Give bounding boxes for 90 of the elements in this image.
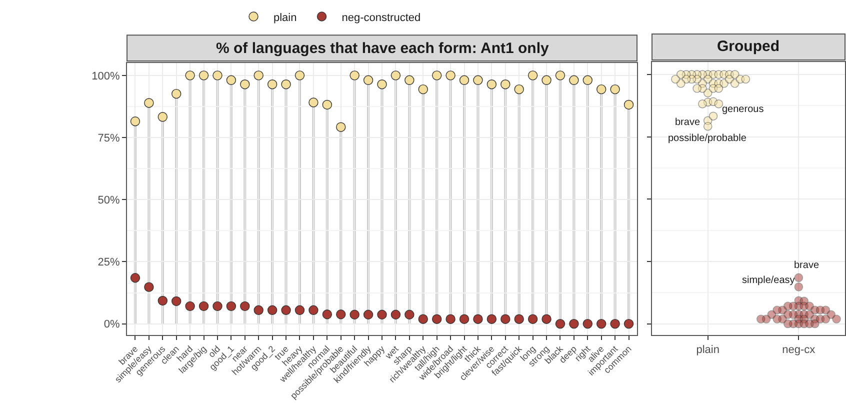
point bbox=[350, 310, 360, 320]
point bbox=[500, 80, 510, 90]
point bbox=[624, 318, 634, 329]
x-tick-label: neg-cx bbox=[782, 344, 816, 356]
point bbox=[212, 70, 222, 80]
point bbox=[363, 310, 374, 320]
point bbox=[514, 314, 524, 324]
point bbox=[418, 84, 428, 94]
chart-title: % of languages that have each form: Ant1 only bbox=[216, 40, 550, 57]
point bbox=[446, 70, 456, 80]
point bbox=[294, 70, 305, 80]
point bbox=[322, 100, 332, 110]
point bbox=[363, 75, 374, 85]
point bbox=[281, 80, 291, 90]
point bbox=[432, 314, 442, 324]
point bbox=[130, 116, 140, 126]
point bbox=[267, 80, 278, 90]
point bbox=[528, 70, 538, 80]
point bbox=[254, 70, 264, 80]
point bbox=[528, 314, 538, 324]
point bbox=[294, 305, 305, 316]
point bbox=[446, 314, 456, 324]
point bbox=[555, 70, 566, 80]
point bbox=[240, 80, 250, 90]
point bbox=[473, 314, 483, 324]
point bbox=[596, 84, 606, 94]
annotation: possible/probable bbox=[668, 133, 747, 144]
point bbox=[240, 301, 250, 312]
point bbox=[308, 98, 318, 108]
point bbox=[390, 70, 401, 80]
point bbox=[130, 273, 140, 283]
chart-title: Grouped bbox=[717, 38, 780, 55]
point bbox=[336, 310, 346, 320]
point bbox=[514, 84, 524, 94]
y-tick-label: 100% bbox=[92, 70, 120, 82]
legend-label: plain bbox=[274, 12, 297, 24]
point bbox=[432, 70, 442, 80]
point bbox=[500, 314, 510, 324]
point bbox=[542, 75, 552, 85]
x-tick-label: plain bbox=[696, 344, 720, 356]
point bbox=[390, 310, 401, 320]
y-tick-label: 75% bbox=[98, 132, 120, 144]
point bbox=[459, 314, 470, 324]
point bbox=[377, 80, 387, 90]
point bbox=[144, 98, 154, 108]
point bbox=[267, 305, 278, 316]
point bbox=[404, 75, 414, 85]
point bbox=[377, 310, 387, 320]
point bbox=[610, 318, 620, 329]
point bbox=[582, 318, 592, 329]
point bbox=[569, 318, 579, 329]
point bbox=[172, 296, 182, 306]
point bbox=[624, 100, 634, 110]
point bbox=[486, 314, 497, 324]
point bbox=[569, 75, 579, 85]
point bbox=[322, 310, 332, 320]
point bbox=[226, 75, 236, 85]
point bbox=[172, 88, 182, 99]
point bbox=[144, 282, 154, 292]
point bbox=[459, 75, 470, 85]
point bbox=[254, 305, 264, 316]
legend-label: neg-constructed bbox=[342, 12, 421, 24]
annotation: brave bbox=[794, 260, 820, 271]
point bbox=[226, 301, 236, 312]
point bbox=[473, 75, 483, 85]
point bbox=[185, 301, 195, 312]
point bbox=[404, 310, 414, 320]
y-tick-label: 25% bbox=[98, 256, 120, 269]
point bbox=[596, 318, 606, 329]
point bbox=[198, 301, 209, 312]
point bbox=[281, 305, 291, 316]
point bbox=[198, 70, 209, 80]
annotation: brave bbox=[675, 117, 700, 128]
point bbox=[350, 70, 360, 80]
y-tick-label: 50% bbox=[98, 194, 120, 206]
annotation: generous bbox=[722, 104, 764, 115]
point bbox=[336, 122, 346, 132]
point bbox=[542, 314, 552, 324]
point bbox=[610, 84, 620, 94]
point bbox=[158, 296, 168, 306]
point bbox=[185, 70, 195, 80]
point bbox=[212, 301, 222, 312]
y-tick-label: 0% bbox=[104, 318, 120, 331]
point bbox=[308, 305, 318, 316]
point bbox=[582, 75, 592, 85]
annotation: simple/easy bbox=[742, 275, 795, 286]
point bbox=[555, 318, 566, 329]
point bbox=[418, 314, 428, 324]
point bbox=[486, 80, 497, 90]
point bbox=[158, 112, 168, 122]
